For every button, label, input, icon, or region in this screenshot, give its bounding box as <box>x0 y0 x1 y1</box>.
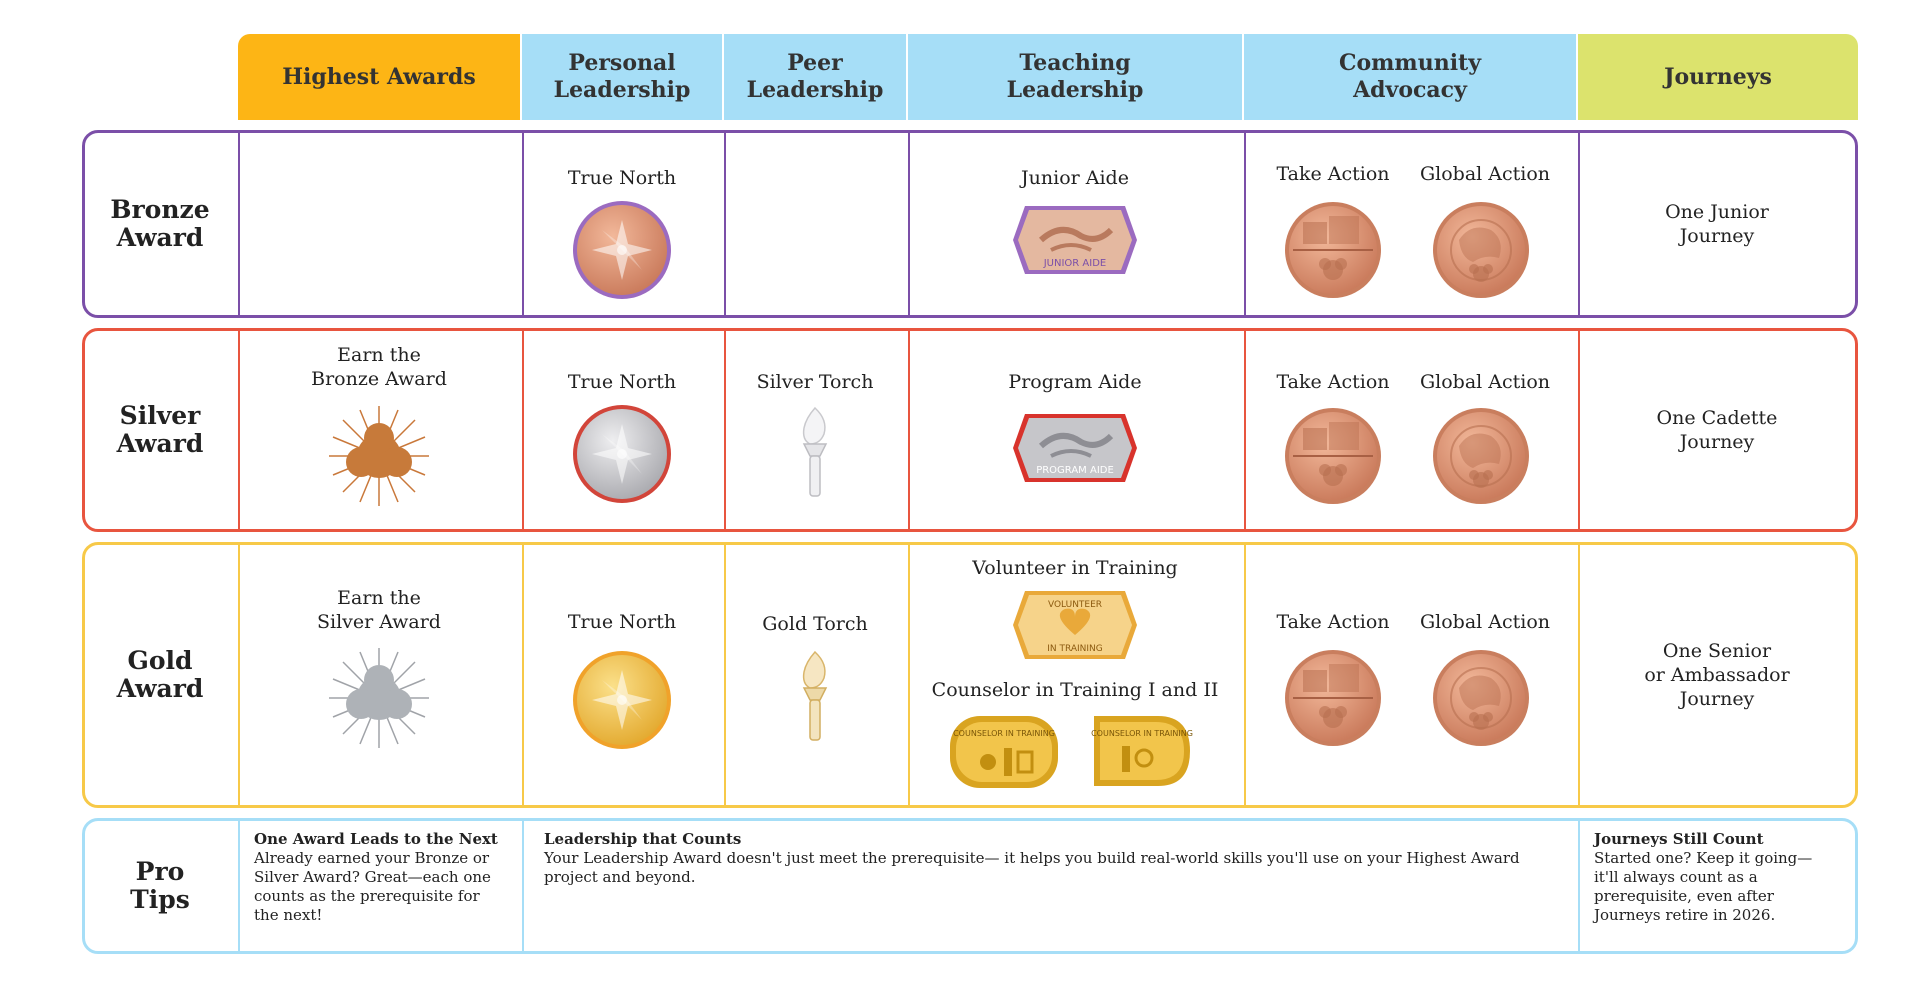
gold-earn-silver-label: Earn the Silver Award <box>317 587 441 633</box>
gold-award-label: Gold Award <box>116 646 204 703</box>
silver-award-trefoil-icon <box>329 648 429 748</box>
tip-one-award-leads: One Award Leads to the Next Already earn… <box>254 830 504 925</box>
silver-award-label: Silver Award <box>116 401 204 458</box>
silver-torch-label: Silver Torch <box>756 371 874 393</box>
svg-text:PROGRAM AIDE: PROGRAM AIDE <box>1036 465 1114 476</box>
true-north-gold-icon <box>573 651 671 749</box>
tip-one-award-leads-title: One Award Leads to the Next <box>254 830 498 848</box>
gold-torch-label: Gold Torch <box>762 613 868 635</box>
counselor-in-training-2-icon: COUNSELOR IN TRAINING <box>1091 716 1193 786</box>
bronze-journey-text: One Junior Journey <box>1665 201 1769 247</box>
header-peer-leadership: Peer Leadership <box>724 34 906 120</box>
gold-true-north-label: True North <box>567 611 677 633</box>
pro-tips-label: Pro Tips <box>130 857 190 914</box>
program-aide-icon: PROGRAM AIDE <box>1013 414 1137 482</box>
gold-global-action-label: Global Action <box>1419 611 1551 633</box>
bronze-award-row <box>82 130 1858 318</box>
tip-journeys-still-count-body: Started one? Keep it going—it'll always … <box>1594 849 1813 924</box>
take-action-gold-row-icon <box>1284 649 1382 747</box>
svg-text:COUNSELOR IN TRAINING: COUNSELOR IN TRAINING <box>953 729 1055 738</box>
header-teaching-leadership: Teaching Leadership <box>908 34 1242 120</box>
tip-one-award-leads-body: Already earned your Bronze or Silver Awa… <box>254 849 491 924</box>
silver-award-row <box>82 328 1858 532</box>
counselor-in-training-1-icon: COUNSELOR IN TRAINING <box>950 716 1058 788</box>
tip-leadership-that-counts-body: Your Leadership Award doesn't just meet … <box>544 849 1520 886</box>
global-action-silver-row-icon <box>1432 407 1530 505</box>
header-community-advocacy: Community Advocacy <box>1244 34 1576 120</box>
volunteer-in-training-icon: VOLUNTEER IN TRAINING <box>1013 591 1137 659</box>
silver-program-aide-label: Program Aide <box>1008 371 1142 393</box>
global-action-bronze-icon <box>1432 201 1530 299</box>
silver-journey-text: One Cadette Journey <box>1656 407 1778 453</box>
bronze-junior-aide-label: Junior Aide <box>1021 167 1129 189</box>
gold-take-action-label: Take Action <box>1276 611 1390 633</box>
bronze-true-north-label: True North <box>567 167 677 189</box>
bronze-take-action-label: Take Action <box>1276 163 1390 185</box>
silver-true-north-label: True North <box>567 371 677 393</box>
tip-leadership-that-counts-title: Leadership that Counts <box>544 830 742 848</box>
tip-journeys-still-count: Journeys Still Count Started one? Keep i… <box>1594 830 1834 925</box>
gold-journey-text: One Senior or Ambassador Journey <box>1644 640 1790 710</box>
header-personal-leadership: Personal Leadership <box>522 34 722 120</box>
gold-award-row <box>82 542 1858 808</box>
header-journeys: Journeys <box>1578 34 1858 120</box>
pro-tips-row <box>82 818 1858 954</box>
bronze-global-action-label: Global Action <box>1419 163 1551 185</box>
true-north-bronze-icon <box>573 201 671 299</box>
silver-torch-icon <box>802 406 828 497</box>
global-action-gold-row-icon <box>1432 649 1530 747</box>
take-action-silver-row-icon <box>1284 407 1382 505</box>
junior-aide-icon: JUNIOR AIDE <box>1013 206 1137 274</box>
bronze-award-trefoil-icon <box>329 406 429 506</box>
svg-text:VOLUNTEER: VOLUNTEER <box>1048 600 1102 610</box>
silver-take-action-label: Take Action <box>1276 371 1390 393</box>
svg-text:JUNIOR AIDE: JUNIOR AIDE <box>1043 258 1107 269</box>
gold-volunteer-in-training-label: Volunteer in Training <box>972 557 1178 579</box>
silver-global-action-label: Global Action <box>1419 371 1551 393</box>
gold-counselor-in-training-label: Counselor in Training I and II <box>931 679 1219 701</box>
svg-text:IN TRAINING: IN TRAINING <box>1047 644 1103 654</box>
tip-leadership-that-counts: Leadership that Counts Your Leadership A… <box>544 830 1554 887</box>
take-action-bronze-icon <box>1284 201 1382 299</box>
header-highest-awards: Highest Awards <box>238 34 520 120</box>
svg-text:COUNSELOR IN TRAINING: COUNSELOR IN TRAINING <box>1091 729 1193 738</box>
tip-journeys-still-count-title: Journeys Still Count <box>1594 830 1764 848</box>
bronze-award-label: Bronze Award <box>110 195 210 252</box>
gold-torch-icon <box>802 650 828 741</box>
silver-earn-bronze-label: Earn the Bronze Award <box>311 344 447 390</box>
true-north-silver-icon <box>573 405 671 503</box>
